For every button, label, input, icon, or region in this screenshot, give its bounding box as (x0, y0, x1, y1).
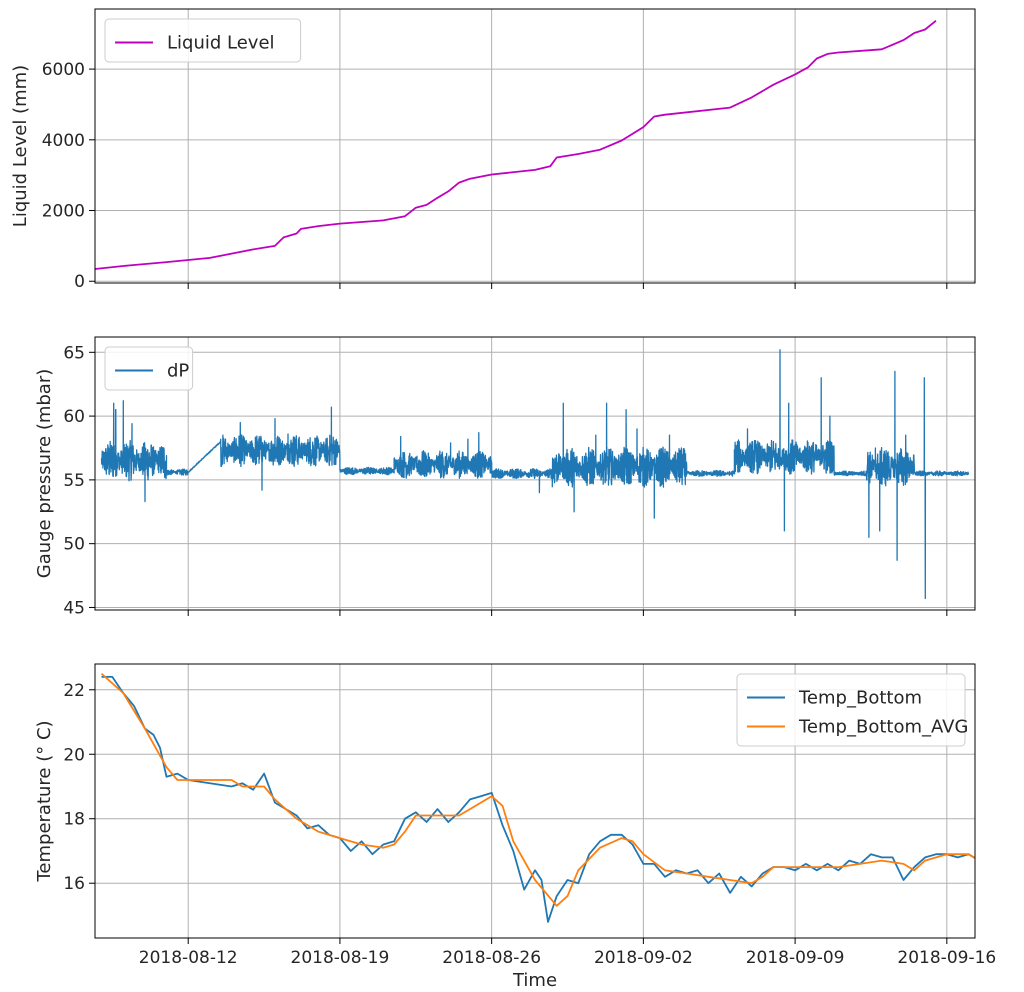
legend-entry-label: dP (167, 361, 189, 382)
legend-box (104, 18, 302, 63)
series-group (100, 349, 970, 600)
y-axis-label: Liquid Level (mm) (10, 65, 31, 227)
y-axis-label: Temperature (° C) (34, 720, 55, 882)
legend-entry-label: Liquid Level (167, 33, 275, 54)
grid (95, 664, 975, 938)
legend: dP (104, 346, 194, 391)
x-tick-label: 2018-09-09 (746, 948, 845, 968)
y-tick-label: 45 (63, 598, 85, 618)
series-dp-line (100, 349, 970, 600)
legend-entry-label: Temp_Bottom (798, 688, 922, 709)
x-axis-label: Time (512, 970, 557, 991)
legend-box (736, 673, 966, 747)
y-tick-label: 0 (74, 272, 85, 292)
x-tick-label: 2018-09-02 (594, 948, 693, 968)
y-tick-label: 20 (63, 745, 85, 765)
y-tick-label: 2000 (42, 202, 85, 222)
x-tick-label: 2018-08-12 (139, 948, 238, 968)
series-group (100, 673, 975, 923)
y-axis-label: Gauge pressure (mbar) (34, 369, 55, 579)
y-tick-label: 65 (63, 343, 85, 363)
temperature-panel: 16 18 20 22 2018-08-12 2018-08-19 2018-08-26 20… (34, 663, 996, 968)
y-tick-label: 18 (63, 810, 85, 830)
series-liquid-level-line (95, 19, 937, 270)
legend: Liquid Level (104, 18, 302, 63)
grid (95, 9, 975, 283)
x-tick-label: 2018-08-26 (442, 948, 541, 968)
plot-frame (94, 336, 976, 611)
plot-frame (94, 663, 976, 939)
series-temp-bottom-line (101, 676, 975, 923)
y-tick-label: 4000 (42, 131, 85, 151)
liquid-level-panel: 0 2000 4000 6000 Liquid Level (mm) Liquid Lev… (10, 8, 976, 292)
series-group (95, 19, 937, 270)
y-tick-label: 55 (63, 471, 85, 491)
y-tick-label: 60 (63, 407, 85, 427)
x-tick-label: 2018-09-16 (897, 948, 996, 968)
y-tick-label: 22 (63, 681, 85, 701)
gauge-pressure-panel: 45 50 55 60 65 Gauge pressure (mbar) dP (34, 336, 976, 618)
legend-box (104, 346, 194, 391)
x-tick-label: 2018-08-19 (291, 948, 390, 968)
y-tick-label: 16 (63, 874, 85, 894)
plot-frame (94, 8, 976, 284)
legend: Temp_Bottom Temp_Bottom_AVG (736, 673, 968, 747)
y-tick-label: 50 (63, 535, 85, 555)
series-temp-bottom-avg-line (100, 673, 975, 907)
legend-entry-label: Temp_Bottom_AVG (798, 717, 968, 738)
y-tick-label: 6000 (42, 60, 85, 80)
